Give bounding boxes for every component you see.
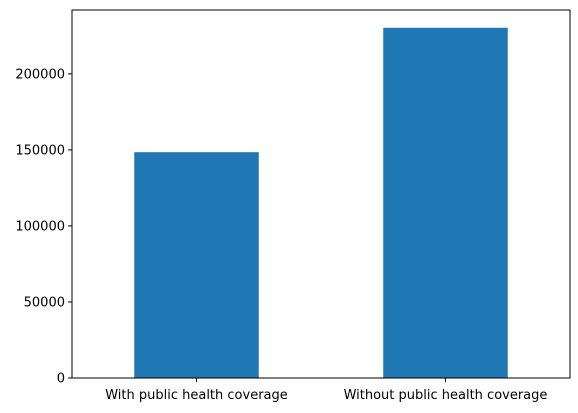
y-tick-label: 200000 xyxy=(15,67,65,82)
y-axis: 0 50000 100000 150000 200000 xyxy=(15,67,72,387)
x-axis: With public health coverage Without publi… xyxy=(105,378,547,403)
x-tick-label: Without public health coverage xyxy=(344,388,548,403)
y-tick-label: 0 xyxy=(57,372,65,387)
y-tick-label: 50000 xyxy=(24,295,65,310)
plot-area xyxy=(134,27,508,378)
x-tick-label: With public health coverage xyxy=(105,388,288,403)
axes-frame xyxy=(71,9,571,379)
bar-0 xyxy=(134,152,259,378)
y-tick-label: 150000 xyxy=(15,143,65,158)
bar-1 xyxy=(383,27,508,378)
y-tick-label: 100000 xyxy=(15,219,65,234)
